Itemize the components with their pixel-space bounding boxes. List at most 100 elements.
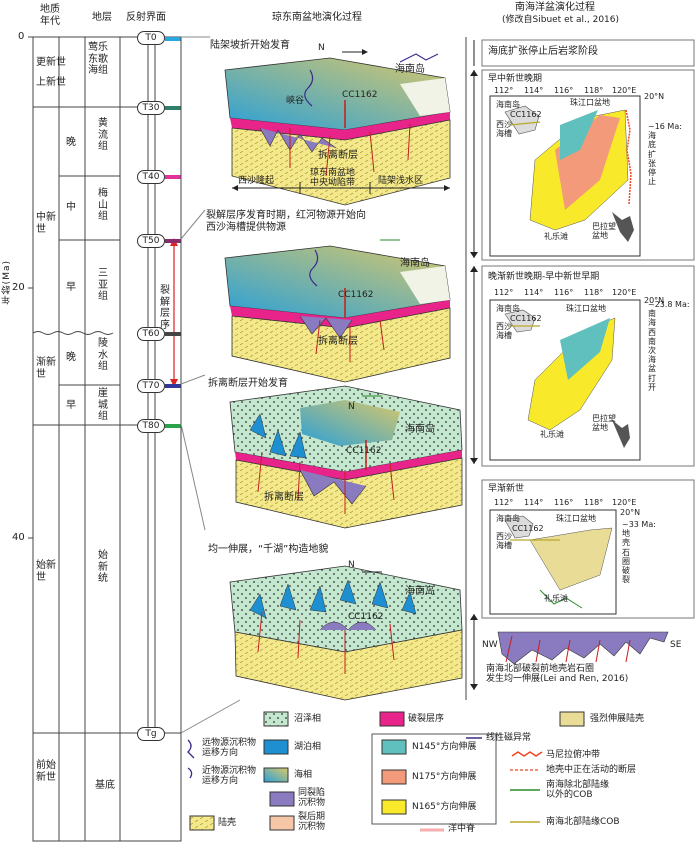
sea-s3-hainan: 海南岛 (496, 304, 520, 313)
sea-s3-lat: 20°N (644, 296, 665, 305)
sea-s2-prd: 珠江口盆地 (570, 98, 610, 107)
sea-s2-lon-120: 120°E (612, 86, 637, 95)
reflector-t50-bar (165, 239, 181, 243)
age-tick-0: 0 (18, 31, 25, 42)
sea-s2-lat: 20°N (644, 92, 665, 101)
panel-4-north: N (348, 560, 355, 570)
sea-s4-lon-116: 116° (554, 498, 574, 507)
legend-mag-anomaly: 线性磁异常 (486, 733, 532, 743)
sea-s3-lile: 礼乐滩 (540, 430, 564, 439)
panel-3-detachment: 拆离断层 (264, 492, 304, 503)
panel-3-north: N (348, 402, 355, 412)
header-reflector: 反射界面 (126, 12, 166, 23)
reflector-t70: T70 (137, 379, 165, 393)
panel-4-title: 均一伸展，“千湖”构造地貌 (208, 544, 329, 555)
epoch-pliocene: 上新世 (36, 77, 66, 88)
sea-s2-lon-112: 112° (494, 86, 514, 95)
sea-s4-prd: 珠江口盆地 (556, 514, 596, 523)
reflector-t0: T0 (137, 31, 165, 45)
panel-3-hainan: 海南岛 (405, 424, 435, 435)
sea-nw: NW (482, 640, 498, 650)
formation-meishan: 梅山组 (98, 188, 108, 222)
legend-far-source: 远物源沉积物 运移方向 (202, 738, 257, 759)
sea-s4-lon-114: 114° (524, 498, 544, 507)
panel-1-block (224, 49, 451, 206)
sea-s2-lon-114: 114° (524, 86, 544, 95)
sea-s3-trough: 西沙 海槽 (496, 322, 512, 341)
sub-early-oligocene: 早 (66, 400, 76, 411)
legend-marsh: 沼泽相 (294, 714, 322, 724)
sub-late-oligocene: 晚 (66, 352, 76, 363)
formation-eocene-series: 始新统 (98, 550, 108, 584)
header-sea-line2: (修改自Sibuet et al., 2016) (502, 15, 620, 25)
reflector-t70-bar (165, 384, 181, 388)
sea-s3-lon-118: 118° (584, 288, 604, 297)
legend-syn-rift: 同裂陷 沉积物 (298, 788, 326, 809)
formation-huangliu: 黄流组 (98, 118, 108, 152)
header-stratum: 地层 (92, 12, 112, 23)
sea-s2-side: ~16 Ma: 海 底 扩 张 停 止 (648, 122, 682, 187)
reflector-t30-bar (165, 106, 181, 110)
reflector-t80-bar (165, 424, 181, 428)
epoch-pleistocene: 更新世 (36, 57, 66, 68)
sea-s2-lile: 礼乐滩 (544, 232, 568, 241)
sea-s3-lon-116: 116° (554, 288, 574, 297)
reflector-t30: T30 (137, 101, 165, 115)
panel-2-cc1162: CC1162 (338, 290, 374, 300)
sea-s2-lon-118: 118° (584, 86, 604, 95)
sea-s2-palawan: 巴拉望 盆地 (592, 222, 616, 241)
sub-middle-miocene: 中 (66, 202, 76, 213)
reflector-t40: T40 (137, 170, 165, 184)
panel-2-detachment: 拆离断层 (318, 336, 358, 347)
legend-strong-crust: 强烈伸展陆壳 (590, 714, 645, 724)
sea-s4-lile: 礼乐滩 (544, 594, 568, 603)
panel-2-title: 裂解层序发育时期，红河物源开始向 西沙海槽提供物源 (206, 210, 366, 233)
legend-crust: 陆壳 (218, 818, 237, 828)
sea-se: SE (670, 640, 682, 650)
panel-1-title: 陆架坡折开始发育 (210, 40, 290, 51)
sea-s2-hainan: 海南岛 (496, 100, 520, 109)
reflector-t80: T80 (137, 419, 165, 433)
sea-s4-title: 早渐新世 (488, 484, 525, 494)
reflector-tg: Tg (137, 727, 165, 741)
panel-1-cc1162: CC1162 (342, 90, 378, 100)
epoch-miocene: 中新世 (36, 212, 56, 235)
formation-basement: 基底 (95, 780, 115, 791)
sub-late-miocene: 晚 (66, 137, 76, 148)
panel-4-hainan: 海南岛 (405, 586, 435, 597)
sea-s3-lon-114: 114° (524, 288, 544, 297)
sea-s4-trough: 西沙 海槽 (496, 532, 512, 551)
sea-s3-side: ~23.8 Ma: 南 海 西 南 次 海 盆 打 开 (648, 300, 690, 392)
epoch-eocene: 始新世 (36, 560, 56, 583)
panel-1-central: 琼东南盆地 中央坳陷带 (310, 168, 356, 189)
formation-lingshui: 陵水组 (98, 338, 108, 372)
sea-s2-trough: 西沙 海槽 (496, 120, 512, 139)
legend-n175: N175°方向伸展 (412, 772, 477, 782)
crust-cross-section (497, 631, 669, 665)
sea-s3-title: 晚渐新世晚期-早中新世早期 (488, 272, 600, 282)
header-evolution: 琼东南盆地演化过程 (272, 12, 362, 23)
panel-2-block (224, 239, 451, 383)
sea-s4-lon-112: 112° (494, 498, 514, 507)
header-sea-line1: 南海洋盆演化过程 (515, 2, 595, 13)
panel-3-block (229, 385, 463, 529)
legend-cob-north: 南海北部陆缘COB (546, 817, 620, 827)
sea-s4-cc1162: CC1162 (512, 524, 544, 533)
formation-sanya: 三亚组 (98, 268, 108, 302)
panel-1-shelf: 陆架浅水区 (378, 176, 424, 186)
age-tick-20: 20 (12, 282, 25, 293)
legend-marine: 海相 (294, 770, 313, 780)
reflector-t60: T60 (137, 327, 165, 341)
legend-n145: N145°方向伸展 (412, 742, 477, 752)
sea-s2-title: 早中新世晚期 (488, 74, 543, 84)
panel-1-canyon: 峡谷 (286, 96, 305, 106)
sea-s3-lon-120: 120°E (612, 288, 637, 297)
sea-s2-cc1162: CC1162 (510, 110, 542, 119)
formation-yinggehai: 莺乐东歌海组 (88, 42, 108, 76)
sea-s3-palawan: 巴拉望 盆地 (592, 414, 616, 433)
legend-manila: 马尼拉俯冲带 (546, 750, 601, 760)
map-2 (489, 299, 641, 461)
reflector-t60-bar (165, 332, 181, 336)
legend-n165: N165°方向伸展 (412, 802, 477, 812)
